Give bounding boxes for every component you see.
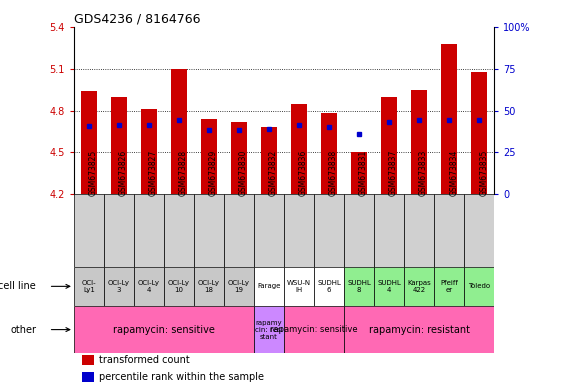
Bar xyxy=(134,267,164,306)
Text: GSM673833: GSM673833 xyxy=(419,150,428,197)
Text: other: other xyxy=(10,324,36,334)
Text: Karpas
422: Karpas 422 xyxy=(407,280,431,293)
Bar xyxy=(141,109,157,194)
Bar xyxy=(164,194,194,267)
Text: GSM673827: GSM673827 xyxy=(149,150,158,197)
Bar xyxy=(81,91,97,194)
Text: GSM673832: GSM673832 xyxy=(269,150,278,197)
Text: Farage: Farage xyxy=(257,283,281,290)
Text: GSM673830: GSM673830 xyxy=(239,150,248,197)
Bar xyxy=(261,127,277,194)
Text: rapamycin: sensitive: rapamycin: sensitive xyxy=(270,325,358,334)
Text: WSU-N
IH: WSU-N IH xyxy=(287,280,311,293)
Bar xyxy=(464,267,494,306)
Bar xyxy=(441,44,457,194)
Bar xyxy=(434,267,464,306)
Text: GSM673835: GSM673835 xyxy=(479,150,488,197)
Bar xyxy=(344,267,374,306)
Bar xyxy=(82,372,94,382)
Text: SUDHL
8: SUDHL 8 xyxy=(347,280,371,293)
Bar xyxy=(471,71,487,194)
Bar xyxy=(254,306,284,353)
Bar xyxy=(404,194,434,267)
Text: percentile rank within the sample: percentile rank within the sample xyxy=(99,372,264,382)
Bar xyxy=(231,122,247,194)
Text: OCI-Ly
19: OCI-Ly 19 xyxy=(228,280,250,293)
Bar xyxy=(134,194,164,267)
Text: OCI-Ly
10: OCI-Ly 10 xyxy=(168,280,190,293)
Text: OCI-Ly
3: OCI-Ly 3 xyxy=(108,280,130,293)
Bar xyxy=(291,104,307,194)
Bar xyxy=(224,267,254,306)
Text: GSM673838: GSM673838 xyxy=(329,150,338,197)
Bar xyxy=(374,194,404,267)
Bar xyxy=(284,267,314,306)
Bar xyxy=(314,267,344,306)
Text: rapamy
cin: resi
stant: rapamy cin: resi stant xyxy=(255,319,283,339)
Bar xyxy=(74,267,104,306)
Bar xyxy=(170,69,187,194)
Bar xyxy=(82,355,94,365)
Bar xyxy=(254,194,284,267)
Bar xyxy=(351,152,367,194)
Bar xyxy=(344,194,374,267)
Text: OCI-Ly
18: OCI-Ly 18 xyxy=(198,280,220,293)
Text: Pfeiff
er: Pfeiff er xyxy=(440,280,458,293)
Text: transformed count: transformed count xyxy=(99,355,190,365)
Bar xyxy=(321,113,337,194)
Bar xyxy=(404,267,434,306)
Text: GSM673825: GSM673825 xyxy=(89,150,98,197)
Text: cell line: cell line xyxy=(0,281,36,291)
Text: GSM673837: GSM673837 xyxy=(389,150,398,197)
Bar xyxy=(284,194,314,267)
Text: GSM673828: GSM673828 xyxy=(179,150,188,197)
Bar xyxy=(411,89,427,194)
Text: SUDHL
4: SUDHL 4 xyxy=(377,280,401,293)
Text: Toledo: Toledo xyxy=(468,283,490,290)
Bar xyxy=(201,119,217,194)
Bar xyxy=(464,194,494,267)
Text: GSM673826: GSM673826 xyxy=(119,150,128,197)
Bar xyxy=(74,194,104,267)
Bar xyxy=(104,194,134,267)
Bar xyxy=(284,306,344,353)
Bar xyxy=(194,194,224,267)
Bar xyxy=(224,194,254,267)
Bar xyxy=(374,267,404,306)
Bar xyxy=(344,306,494,353)
Bar xyxy=(164,267,194,306)
Bar xyxy=(434,194,464,267)
Text: SUDHL
6: SUDHL 6 xyxy=(317,280,341,293)
Text: GSM673831: GSM673831 xyxy=(359,150,368,197)
Text: OCI-
Ly1: OCI- Ly1 xyxy=(82,280,96,293)
Text: rapamycin: sensitive: rapamycin: sensitive xyxy=(113,324,215,334)
Bar xyxy=(194,267,224,306)
Text: GSM673834: GSM673834 xyxy=(449,150,458,197)
Text: rapamycin: resistant: rapamycin: resistant xyxy=(369,324,470,334)
Bar xyxy=(104,267,134,306)
Bar xyxy=(111,97,127,194)
Bar xyxy=(314,194,344,267)
Text: GSM673829: GSM673829 xyxy=(209,150,218,197)
Bar xyxy=(74,306,254,353)
Text: OCI-Ly
4: OCI-Ly 4 xyxy=(138,280,160,293)
Bar xyxy=(254,267,284,306)
Text: GDS4236 / 8164766: GDS4236 / 8164766 xyxy=(74,13,201,26)
Text: GSM673836: GSM673836 xyxy=(299,150,308,197)
Bar xyxy=(381,97,398,194)
